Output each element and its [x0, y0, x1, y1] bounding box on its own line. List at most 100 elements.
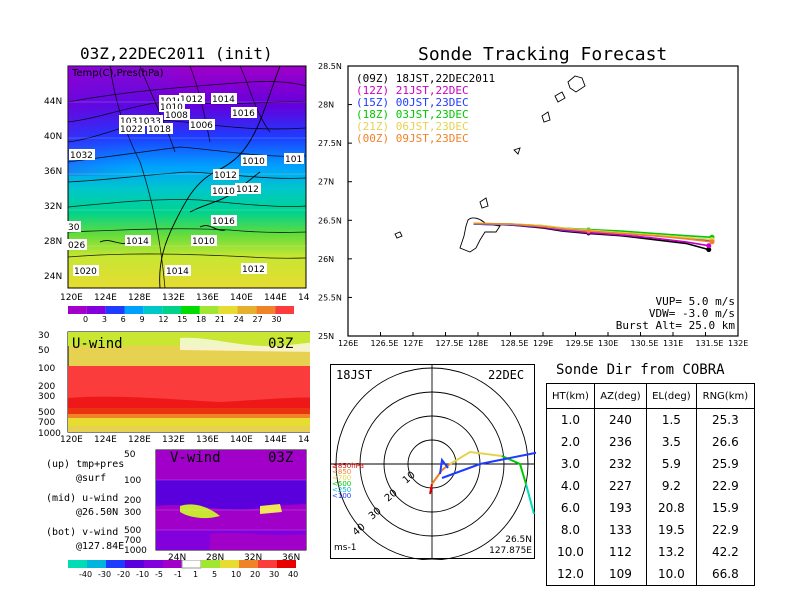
map-x-tick: 128E: [128, 293, 151, 303]
u-y-tick: 1000: [38, 429, 61, 439]
colorbar-swatch: [181, 306, 200, 314]
u-x-tick: 128E: [128, 435, 151, 445]
track-mid-point: [586, 229, 591, 234]
track-lines: [473, 222, 715, 253]
sonde-params: VUP= 5.0 m/s VDW= -3.0 m/s Burst Alt= 25…: [600, 296, 735, 332]
burst-alt-text: Burst Alt= 25.0 km: [615, 319, 735, 332]
note-bot-level: @127.84E: [76, 541, 125, 552]
pressure-legend-item: <100: [332, 492, 351, 500]
pressure-label-text: 1030: [120, 117, 143, 127]
cobra-row: 3.0 232 5.9 25.9: [546, 453, 756, 475]
pressure-label: 1014: [211, 93, 237, 105]
temperature-colorbar: 0 3 6 9 12 15 18 21 24 27 30: [68, 306, 294, 324]
wind-colorbar: -40 -30 -20 -10 -5 -1 1 5 10 20 30 40: [68, 560, 298, 579]
v-y-tick: 700: [124, 536, 141, 546]
colorbar-label: 18: [196, 315, 206, 324]
u-x-tick: 120E: [60, 435, 83, 445]
track-x-tick: 129.5E: [566, 339, 594, 348]
v-y-tick: 50: [124, 450, 136, 460]
polar-hodograph: 10 20 30 40 ≥850hPa<850<700<500<250<100: [330, 364, 536, 560]
colorbar-label: 9: [140, 315, 145, 324]
cobra-cell: 20.8: [645, 497, 697, 519]
map-y-tick: 28N: [44, 237, 62, 247]
pressure-label-text: 1014: [212, 95, 235, 105]
cobra-table: HT(km) AZ(deg) EL(deg) RNG(km) 1.0 240 1.5…: [546, 383, 756, 586]
pressure-label: 1012: [235, 183, 261, 195]
polar-lon: 127.875E: [489, 546, 532, 556]
track-legend-item: (18Z) 03JST,23DEC: [356, 108, 469, 121]
pressure-label-text: 1012: [180, 95, 203, 105]
pressure-label: 1006: [189, 119, 215, 131]
col-rng: RNG(km): [695, 383, 756, 409]
note-up-level: @surf: [76, 473, 107, 484]
pressure-label: 1012: [241, 263, 267, 275]
col-el: EL(deg): [645, 383, 697, 409]
u-x-tick: 132E: [162, 435, 185, 445]
wind-colorbar-label: -5: [155, 570, 163, 579]
colorbar-label: 3: [102, 315, 107, 324]
cobra-cell: 10.0: [645, 563, 697, 586]
col-az: AZ(deg): [593, 383, 647, 409]
track-y-tick: 25N: [318, 332, 334, 341]
pressure-label: 1010: [211, 185, 237, 197]
colorbar-label: 27: [253, 315, 263, 324]
u-y-tick: 200: [38, 382, 55, 392]
v-wind-time: 03Z: [268, 450, 294, 466]
pressure-label-text: 1010: [242, 157, 265, 167]
pressure-label-text: 1012: [214, 171, 237, 181]
track-legend: (09Z) 18JST,22DEC2011 (12Z) 21JST,22DEC (1…: [356, 73, 495, 145]
wind-colorbar-label: 10: [231, 570, 241, 579]
v-y-tick: 300: [124, 508, 141, 518]
latitude-lines: [68, 101, 306, 247]
cobra-cell: 133: [593, 519, 647, 541]
track-y-tick: 26N: [318, 255, 334, 264]
polar-time-left: 18JST: [336, 368, 373, 382]
cobra-cell: 2.0: [546, 431, 595, 453]
track-end-point: [709, 239, 715, 245]
cobra-cell: 3.5: [645, 431, 697, 453]
wind-colorbar-swatch: [68, 560, 87, 568]
map-x-tick: 136E: [196, 293, 219, 303]
init-title: 03Z,22DEC2011 (init): [80, 44, 273, 63]
pressure-legend-item: <250: [332, 486, 351, 494]
track-x-tick: 132E: [728, 339, 748, 348]
colorbar-swatch: [256, 306, 276, 314]
track-x-tick: 126.5E: [371, 339, 399, 348]
u-x-tick: 148E: [298, 435, 310, 445]
cobra-cell: 25.9: [695, 453, 756, 475]
v-x-tick: 28N: [206, 553, 224, 563]
colorbar-label: 6: [121, 315, 126, 324]
track-x-tick: 131E: [663, 339, 683, 348]
track-y-tick: 25.5N: [318, 293, 342, 302]
wind-colorbar-swatch: [201, 560, 220, 568]
map-y-ticks: 44N 40N 36N 32N 28N 24N: [44, 97, 62, 282]
pressure-label: 1014: [165, 265, 191, 277]
pressure-label-text: 1014: [166, 267, 189, 277]
cobra-cell: 9.2: [645, 475, 697, 497]
track-y-tick: 27.5N: [318, 139, 342, 148]
cobra-cell: 1.0: [546, 408, 595, 431]
v-x-tick: 24N: [168, 553, 186, 563]
map-y-tick: 32N: [44, 202, 62, 212]
cobra-cell: 26.6: [695, 431, 756, 453]
u-x-tick: 124E: [94, 435, 117, 445]
track-y-tick: 28.5N: [318, 62, 342, 71]
vdw-text: VDW= -3.0 m/s: [648, 307, 735, 320]
cobra-cell: 4.0: [546, 475, 595, 497]
colorbar-swatch: [124, 306, 144, 314]
panel-notes: (up) tmp+pres @surf (mid) u-wind @26.50N…: [46, 458, 124, 554]
note-up: (up) tmp+pres: [46, 459, 125, 470]
cobra-cell: 240: [593, 408, 647, 431]
colorbar-swatch: [68, 306, 87, 314]
wind-colorbar-swatch: [125, 560, 144, 568]
cobra-cell: 15.9: [695, 497, 756, 519]
pressure-label: 1016: [211, 215, 237, 227]
pressure-label: 1016: [231, 107, 257, 119]
wind-colorbar-swatch: [220, 560, 239, 568]
cobra-row: 2.0 236 3.5 26.6: [546, 431, 756, 453]
u-y-tick: 30: [38, 331, 50, 341]
track-legend-item: (00Z) 09JST,23DEC: [356, 132, 469, 145]
pressure-label-text: 1008: [165, 111, 188, 121]
track-x-tick: 126E: [338, 339, 358, 348]
colorbar-swatch: [162, 306, 181, 314]
